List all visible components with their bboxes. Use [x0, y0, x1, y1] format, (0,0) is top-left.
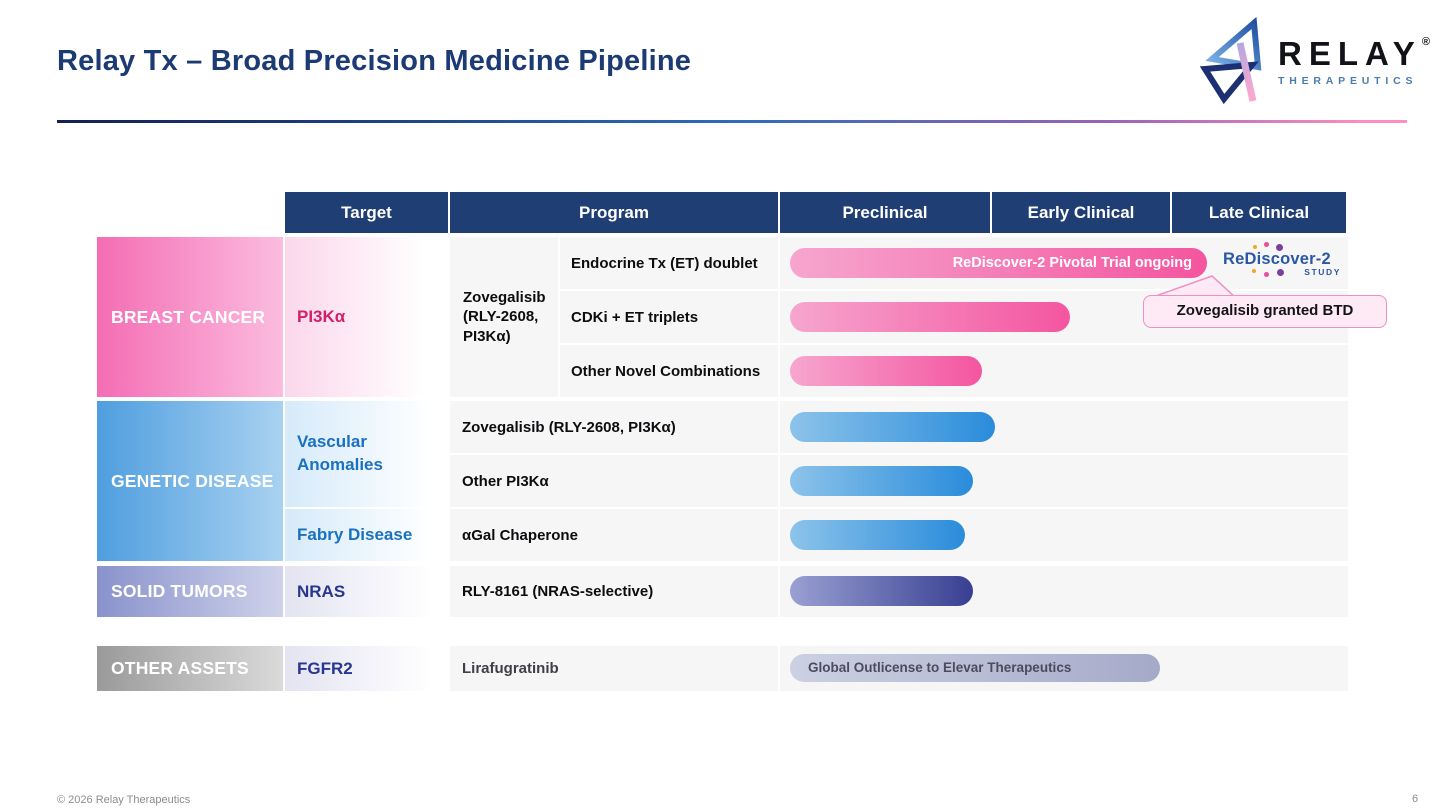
stage-track — [780, 509, 1348, 561]
outlicense-pill: Global Outlicense to Elevar Therapeutics — [790, 654, 1160, 682]
pipeline-row: αGal Chaperone — [450, 509, 1348, 561]
program-other-novel-combinations: Other Novel Combinations — [560, 345, 778, 397]
pipeline-row: Other Novel Combinations — [560, 345, 1348, 397]
stage-track — [780, 345, 1348, 397]
target-vascular-anomalies: Vascular Anomalies — [285, 401, 448, 507]
relay-logo: RELAY® THERAPEUTICS — [1200, 16, 1430, 108]
program-rly-8161: RLY-8161 (NRAS-selective) — [450, 566, 778, 617]
page-number: 6 — [1412, 793, 1419, 805]
stage-track — [780, 566, 1348, 617]
group-other-assets: OTHER ASSETS FGFR2 Lirafugratinib Global… — [97, 646, 1348, 691]
stage-track — [780, 401, 1348, 453]
program-agal-chaperone: αGal Chaperone — [450, 509, 778, 561]
header-early-clinical: Early Clinical — [992, 192, 1170, 233]
pipeline-table-header: Target Program Preclinical Early Clinica… — [285, 192, 1346, 233]
group-genetic-disease: GENETIC DISEASE Vascular Anomalies Zoveg… — [97, 401, 1348, 561]
bar-label: ReDiscover-2 Pivotal Trial ongoing — [952, 255, 1192, 271]
program-lirafugratinib: Lirafugratinib — [450, 646, 778, 691]
category-solid-tumors: SOLID TUMORS — [97, 566, 283, 617]
stage-track: Global Outlicense to Elevar Therapeutics — [780, 646, 1348, 691]
pipeline-row: Zovegalisib (RLY-2608, PI3Kα) — [450, 401, 1348, 453]
callout-pointer-icon — [1150, 275, 1238, 298]
dot-icon — [1276, 244, 1283, 251]
title-divider — [57, 120, 1407, 123]
target-fabry-disease: Fabry Disease — [285, 509, 448, 561]
group-solid-tumors: SOLID TUMORS NRAS RLY-8161 (NRAS-selecti… — [97, 566, 1348, 617]
program-other-pi3ka: Other PI3Kα — [450, 455, 778, 507]
dot-icon — [1253, 245, 1257, 249]
category-other-assets: OTHER ASSETS — [97, 646, 283, 691]
rediscover-2-study-label: STUDY — [1304, 267, 1341, 277]
category-genetic-disease: GENETIC DISEASE — [97, 401, 283, 561]
progress-bar — [790, 576, 973, 606]
program-cdki-triplets: CDKi + ET triplets — [560, 291, 778, 343]
progress-bar — [790, 466, 973, 496]
dot-icon — [1277, 269, 1284, 276]
program-group-zovegalisib: Zovegalisib (RLY-2608, PI3Kα) — [450, 237, 558, 397]
progress-bar — [790, 302, 1070, 332]
progress-bar — [790, 520, 965, 550]
rediscover-2-study-logo: ReDiscover-2 STUDY — [1223, 242, 1343, 277]
relay-subname: THERAPEUTICS — [1278, 75, 1418, 87]
target-pi3ka: PI3Kα — [285, 237, 448, 397]
stage-track — [780, 455, 1348, 507]
registered-mark-icon: ® — [1421, 36, 1430, 48]
relay-wordmark: RELAY® — [1278, 35, 1430, 72]
header-late-clinical: Late Clinical — [1172, 192, 1346, 233]
header-program: Program — [450, 192, 778, 233]
program-endocrine-doublet: Endocrine Tx (ET) doublet — [560, 237, 778, 289]
pipeline-row: Lirafugratinib Global Outlicense to Elev… — [450, 646, 1348, 691]
stage-track: ReDiscover-2 Pivotal Trial ongoing — [780, 237, 1348, 289]
dot-icon — [1264, 272, 1269, 277]
header-preclinical: Preclinical — [780, 192, 990, 233]
target-fgfr2: FGFR2 — [285, 646, 448, 691]
dot-icon — [1264, 242, 1269, 247]
category-breast-cancer: BREAST CANCER — [97, 237, 283, 397]
dot-icon — [1252, 269, 1256, 273]
progress-bar — [790, 356, 982, 386]
header-target: Target — [285, 192, 448, 233]
program-zovegalisib-vascular: Zovegalisib (RLY-2608, PI3Kα) — [450, 401, 778, 453]
progress-bar-rediscover: ReDiscover-2 Pivotal Trial ongoing — [790, 248, 1207, 278]
page-title: Relay Tx – Broad Precision Medicine Pipe… — [57, 45, 692, 77]
pipeline-row: Other PI3Kα — [450, 455, 1348, 507]
btd-callout: Zovegalisib granted BTD — [1143, 295, 1387, 328]
relay-logo-icon — [1200, 17, 1262, 105]
progress-bar — [790, 412, 995, 442]
rediscover-2-wordmark: ReDiscover-2 — [1223, 242, 1343, 277]
pipeline-row: RLY-8161 (NRAS-selective) — [450, 566, 1348, 617]
outlicense-label: Global Outlicense to Elevar Therapeutics — [808, 660, 1072, 675]
target-nras: NRAS — [285, 566, 448, 617]
pipeline-row: Endocrine Tx (ET) doublet ReDiscover-2 P… — [560, 237, 1348, 289]
copyright-footer: © 2026 Relay Therapeutics — [57, 794, 191, 806]
